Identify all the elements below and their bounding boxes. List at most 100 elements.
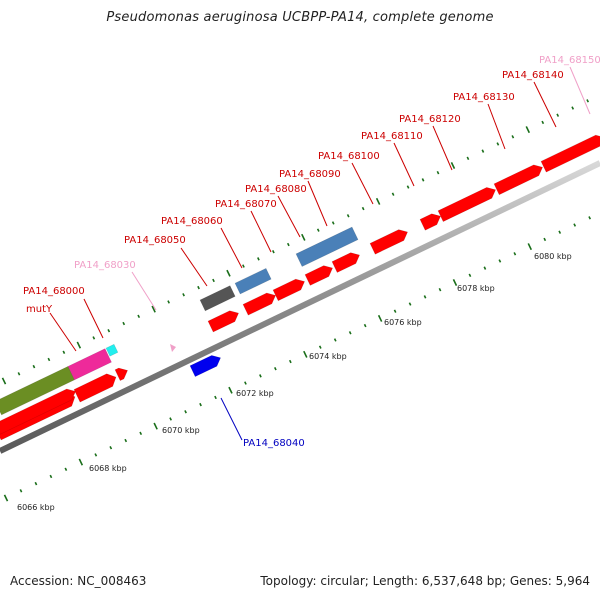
upper-track-tick xyxy=(17,372,21,376)
gene-red-forward-10 xyxy=(419,213,442,231)
gene-label-pa14-68140[interactable]: PA14_68140 xyxy=(502,70,564,81)
gene-blue-reverse xyxy=(189,355,222,378)
gene-gray xyxy=(199,285,236,312)
lower-track-tick xyxy=(483,266,487,270)
gene-red-forward-0 xyxy=(0,388,77,435)
leader-pa14-68150 xyxy=(569,66,591,115)
upper-track-tick xyxy=(197,285,200,290)
leader-pa14-68080 xyxy=(277,195,301,238)
gene-red-forward-4 xyxy=(207,310,240,333)
tick-tracks xyxy=(1,99,592,502)
upper-track-tick xyxy=(62,350,66,354)
upper-track-tick xyxy=(511,135,515,139)
upper-track-tick xyxy=(586,99,590,103)
label-leaders xyxy=(49,66,591,441)
lower-track-tick xyxy=(452,278,458,287)
lower-track-tick xyxy=(588,216,592,220)
upper-track-tick xyxy=(406,185,410,189)
gene-label-pa14-68090[interactable]: PA14_68090 xyxy=(279,169,341,180)
gene-red-forward-12 xyxy=(493,164,544,196)
leader-pa14-68110 xyxy=(393,142,415,187)
upper-track-tick xyxy=(496,142,500,146)
upper-track-tick xyxy=(481,149,485,153)
lower-track-tick xyxy=(303,350,308,358)
gene-label-pa14-68120[interactable]: PA14_68120 xyxy=(399,114,461,125)
leader-pa14-68120 xyxy=(432,125,453,171)
leader-pa14-68090 xyxy=(307,180,328,227)
upper-track-tick xyxy=(167,300,170,304)
leader-pa14-68070 xyxy=(250,210,272,253)
lower-track-tick xyxy=(259,374,262,378)
lower-track-tick xyxy=(49,474,53,479)
lower-track-tick xyxy=(274,367,277,371)
upper-track-tick xyxy=(182,293,185,297)
lower-track-tick xyxy=(19,489,23,493)
gene-pink-marker xyxy=(170,344,176,352)
lower-track-tick xyxy=(214,395,217,400)
upper-track-tick xyxy=(301,233,306,241)
upper-track-tick xyxy=(361,206,365,211)
upper-track-tick xyxy=(525,126,531,134)
gene-label-pa14-68030[interactable]: PA14_68030 xyxy=(74,260,136,271)
lower-track-tick xyxy=(363,323,367,328)
upper-track-tick xyxy=(286,242,290,247)
leader-pa14-68030 xyxy=(131,271,157,311)
gene-label-muty[interactable]: mutY xyxy=(26,304,53,315)
upper-track-tick xyxy=(242,264,245,268)
lower-track-tick xyxy=(78,458,84,466)
lower-track-tick xyxy=(468,273,472,278)
lower-track-tick xyxy=(153,422,158,430)
gene-steelblue-2 xyxy=(295,226,359,267)
upper-track-tick xyxy=(257,257,260,261)
upper-track-tick xyxy=(32,364,36,369)
lower-track-tick xyxy=(318,345,322,349)
gene-magenta xyxy=(67,348,112,381)
upper-track-tick xyxy=(92,336,96,340)
lower-track-tick xyxy=(228,386,233,394)
kbp-label-6070: 6070 kbp xyxy=(162,426,200,435)
upper-track-tick xyxy=(450,161,456,170)
gene-red-forward-13 xyxy=(540,134,600,173)
gene-label-pa14-68150[interactable]: PA14_68150 xyxy=(539,55,600,66)
lower-track-tick xyxy=(288,359,292,364)
lower-track-tick xyxy=(64,467,68,471)
upper-track-tick xyxy=(272,250,275,254)
lower-track-tick xyxy=(348,331,352,335)
lower-track-tick xyxy=(244,381,247,385)
upper-track-tick xyxy=(375,197,381,205)
gene-red-forward-2 xyxy=(73,373,117,403)
lower-track-tick xyxy=(543,237,547,242)
lower-track-tick xyxy=(558,230,562,234)
lower-track-tick xyxy=(169,417,172,421)
gene-label-pa14-68000[interactable]: PA14_68000 xyxy=(23,286,85,297)
upper-track-tick xyxy=(391,192,395,196)
kbp-label-6068: 6068 kbp xyxy=(89,464,127,473)
gene-label-pa14-68070[interactable]: PA14_68070 xyxy=(215,199,277,210)
upper-track-tick xyxy=(571,106,575,110)
gene-label-pa14-68060[interactable]: PA14_68060 xyxy=(161,216,223,227)
upper-track-tick xyxy=(346,214,350,218)
kbp-label-6080: 6080 kbp xyxy=(534,252,572,261)
lower-track-tick xyxy=(393,309,397,313)
upper-track-tick xyxy=(151,305,156,313)
lower-track-tick xyxy=(139,431,143,436)
gene-label-pa14-68040[interactable]: PA14_68040 xyxy=(243,438,305,449)
gene-label-pa14-68110[interactable]: PA14_68110 xyxy=(361,131,423,142)
gene-steelblue-1 xyxy=(234,267,272,295)
gene-label-pa14-68080[interactable]: PA14_68080 xyxy=(245,184,307,195)
upper-track-tick xyxy=(47,357,51,362)
kbp-label-6076: 6076 kbp xyxy=(384,318,422,327)
gene-label-pa14-68100[interactable]: PA14_68100 xyxy=(318,151,380,162)
lower-track-tick xyxy=(423,295,427,299)
kbp-label-6066: 6066 kbp xyxy=(17,503,55,512)
upper-track-tick xyxy=(436,170,440,175)
gene-label-pa14-68050[interactable]: PA14_68050 xyxy=(124,235,186,246)
lower-track-tick xyxy=(3,494,9,502)
leader-pa14-68100 xyxy=(351,162,374,205)
upper-track-tick xyxy=(331,221,335,225)
gene-red-forward-5 xyxy=(242,292,277,316)
upper-track-tick xyxy=(107,329,111,333)
kbp-label-6074: 6074 kbp xyxy=(309,352,347,361)
gene-label-pa14-68130[interactable]: PA14_68130 xyxy=(453,92,515,103)
